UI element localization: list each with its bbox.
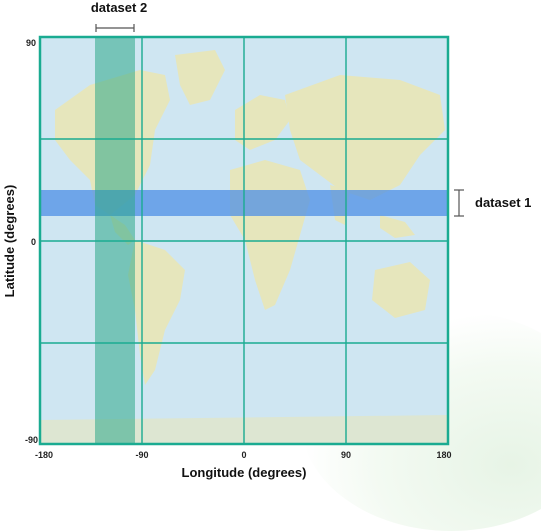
dataset2-bracket: [95, 24, 135, 32]
dataset2-label: dataset 2: [91, 0, 147, 15]
dataset1-label: dataset 1: [475, 195, 531, 210]
y-tick-label: 90: [26, 38, 36, 48]
coverage-diagram: dataset 2 dataset 1 -180 -90 0 90 180 90…: [2, 0, 531, 480]
x-tick-label: 180: [436, 450, 451, 460]
dataset1-bracket: [454, 189, 464, 217]
y-tick-label: 0: [31, 237, 36, 247]
x-tick-label: -180: [35, 450, 53, 460]
y-tick-label: -90: [25, 435, 38, 445]
x-tick-label: 90: [341, 450, 351, 460]
grid-lines: [40, 37, 448, 444]
x-tick-label: 0: [241, 450, 246, 460]
y-axis-title: Latitude (degrees): [2, 185, 17, 298]
x-tick-label: -90: [135, 450, 148, 460]
map-frame: [38, 35, 450, 446]
x-axis-title: Longitude (degrees): [182, 465, 307, 480]
